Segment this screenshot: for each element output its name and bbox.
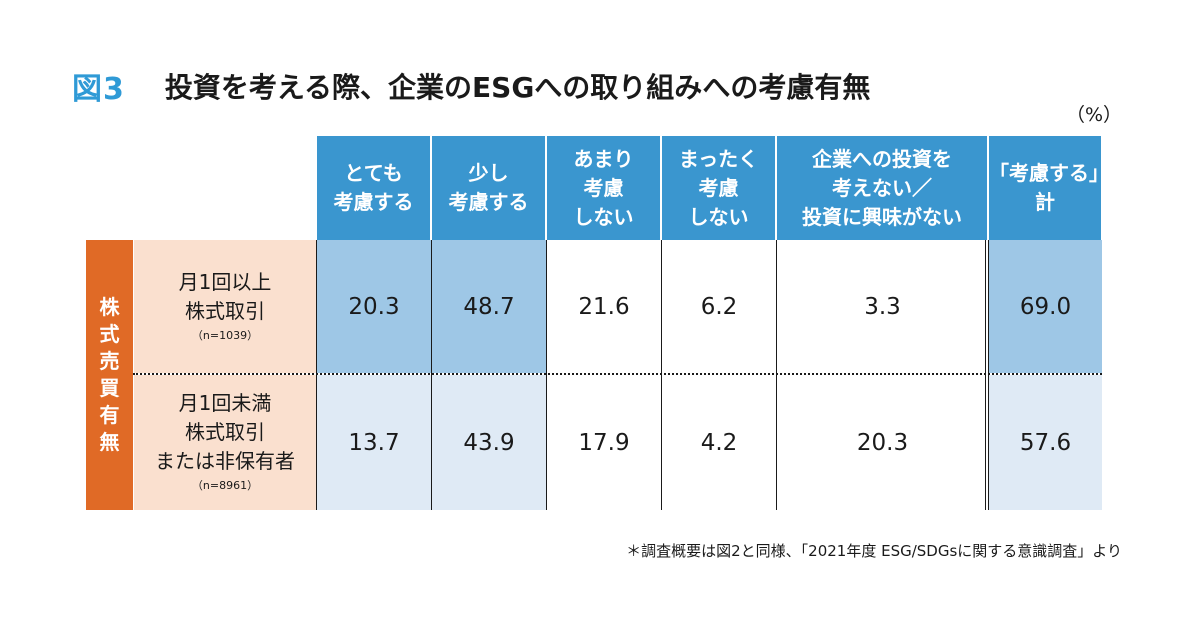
column-header: あまり 考慮 しない <box>547 136 660 240</box>
column-header-line: あまり <box>573 146 634 171</box>
column-header: 企業への投資を 考えない／ 投資に興味がない <box>777 136 987 240</box>
row-group-char: 無 <box>99 430 120 454</box>
row-label: 月1回未満株式取引または非保有者 （n=8961） <box>134 375 316 510</box>
column-header: まったく 考慮 しない <box>662 136 775 240</box>
row-group-char: 売 <box>99 349 120 373</box>
data-cell: 48.7 <box>432 240 546 373</box>
column-header-line: とても <box>344 161 403 185</box>
column-header: 「考慮する」計 <box>989 136 1109 240</box>
chart-title: 投資を考える際、企業のESGへの取り組みへの考慮有無 <box>164 71 871 104</box>
column-header-line: まったく <box>678 146 759 171</box>
figure-label: 図3 <box>72 72 125 107</box>
column-header: とても 考慮する <box>317 136 430 240</box>
data-cell: 4.2 <box>662 375 776 510</box>
column-header: 少し 考慮する <box>432 136 545 240</box>
column-header-line: しない <box>688 204 749 229</box>
data-cell: 17.9 <box>547 375 661 510</box>
column-divider <box>776 240 777 510</box>
column-divider <box>546 240 547 510</box>
column-header-line: 考慮する <box>333 190 414 214</box>
column-header-line: 考慮する <box>448 190 529 214</box>
row-label-line: 月1回未満 <box>178 391 272 415</box>
data-cell: 21.6 <box>547 240 661 373</box>
column-divider <box>988 240 989 510</box>
data-cell: 43.9 <box>432 375 546 510</box>
row-group-label: 株式売買有無 <box>86 240 133 510</box>
column-header-line: 計 <box>1035 190 1055 214</box>
data-cell: 20.3 <box>317 240 431 373</box>
row-group-char: 有 <box>99 403 120 427</box>
data-cell: 69.0 <box>989 240 1102 373</box>
row-group-char: 式 <box>99 322 120 346</box>
row-label-line: 株式取引 <box>185 298 265 323</box>
row-divider <box>133 373 1102 375</box>
column-header-line: 少し <box>468 161 509 185</box>
row-label-line: 月1回以上 <box>178 269 272 294</box>
data-cell: 3.3 <box>777 240 988 373</box>
data-cell: 57.6 <box>989 375 1102 510</box>
chart-title-row: 図3 投資を考える際、企業のESGへの取り組みへの考慮有無 <box>72 64 870 108</box>
column-header-line: 考慮 <box>583 175 624 200</box>
column-divider <box>316 240 317 510</box>
row-group-char: 株 <box>99 295 120 319</box>
footnote: ＊調査概要は図2と同様、「2021年度 ESG/SDGsに関する意識調査」より <box>626 542 1122 560</box>
row-label: 月1回以上株式取引 （n=1039） <box>134 240 316 373</box>
row-label-line: または非保有者 <box>155 449 295 473</box>
row-sample-size: （n=1039） <box>191 328 259 342</box>
column-divider <box>431 240 432 510</box>
column-header-line: 考えない／ <box>832 175 932 200</box>
unit-label: （%） <box>1065 104 1122 126</box>
total-divider <box>985 240 986 510</box>
column-header-line: 「考慮する」 <box>989 161 1109 185</box>
column-header-line: しない <box>573 204 634 229</box>
column-header-line: 企業への投資を <box>812 146 952 171</box>
data-cell: 13.7 <box>317 375 431 510</box>
row-label-line: 株式取引 <box>185 420 265 444</box>
column-divider <box>661 240 662 510</box>
row-sample-size: （n=8961） <box>191 479 259 492</box>
column-header-line: 考慮 <box>698 175 739 200</box>
data-cell: 6.2 <box>662 240 776 373</box>
row-group-char: 買 <box>99 376 120 400</box>
column-header-line: 投資に興味がない <box>802 204 962 229</box>
data-cell: 20.3 <box>777 375 988 510</box>
